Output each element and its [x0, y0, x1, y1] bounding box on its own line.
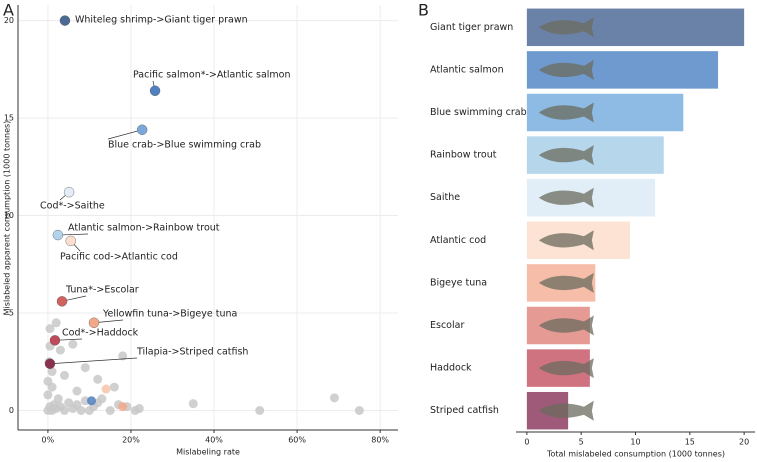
x-tick-label: 10	[630, 438, 640, 447]
point	[97, 394, 107, 404]
y-axis-label: Mislabeled apparent consumption (1000 to…	[3, 121, 12, 316]
annotation: Blue crab->Blue swimming crab	[108, 140, 261, 151]
x-tick-label: 20%	[122, 436, 140, 445]
point	[188, 399, 198, 409]
point	[47, 367, 57, 377]
x-tick-label: 0	[524, 438, 529, 447]
annotation: Pacific salmon*->Atlantic salmon	[133, 70, 291, 81]
category-label: Haddock	[430, 363, 472, 374]
point	[255, 406, 265, 416]
point	[149, 85, 161, 96]
fish-icon	[538, 102, 594, 123]
point	[80, 363, 90, 373]
point	[354, 406, 364, 416]
point	[60, 406, 70, 416]
category-label: Giant tiger prawn	[430, 22, 513, 33]
fish-icon	[538, 187, 594, 208]
annotation: Whiteleg shrimp->Giant tiger prawn	[75, 15, 248, 26]
point	[80, 396, 90, 406]
point	[60, 370, 70, 380]
point	[44, 358, 56, 369]
annotation: Yellowfin tuna->Bigeye tuna	[102, 309, 237, 320]
category-label: Saithe	[430, 192, 460, 203]
point	[47, 382, 57, 392]
point	[51, 318, 61, 328]
y-tick-label: 0	[9, 406, 14, 415]
fish-icon	[538, 315, 594, 336]
x-tick-label: 5	[579, 438, 584, 447]
point	[45, 324, 55, 334]
fish-icon	[538, 400, 594, 421]
fish-icon	[538, 145, 594, 166]
annotation: Tilapia->Striped catfish	[136, 347, 248, 358]
annotation: Tuna*->Escolar	[65, 285, 139, 296]
annotation: Pacific cod->Atlantic cod	[60, 252, 178, 263]
category-label: Atlantic cod	[430, 235, 486, 246]
x-axis-label: Total mislabeled consumption (1000 tonne…	[546, 450, 725, 459]
x-tick-label: 80%	[371, 436, 389, 445]
point	[88, 317, 100, 328]
x-tick-label: 0%	[42, 436, 55, 445]
y-tick-label: 20	[4, 16, 14, 25]
point	[118, 402, 128, 412]
point	[56, 296, 68, 307]
point	[76, 406, 86, 416]
point	[65, 235, 76, 247]
point	[134, 404, 144, 414]
annotation: Cod*->Haddock	[62, 328, 139, 339]
y-tick-label: 15	[4, 114, 14, 123]
point	[68, 339, 78, 349]
category-label: Atlantic salmon	[430, 64, 504, 75]
point	[43, 390, 53, 400]
category-label: Striped catfish	[430, 405, 499, 416]
panel-label: A	[3, 1, 14, 20]
y-tick-label: 5	[9, 309, 14, 318]
fish-icon	[538, 272, 594, 293]
leader-line	[107, 129, 143, 140]
category-label: Rainbow trout	[430, 150, 497, 161]
y-tick-label: 10	[4, 211, 14, 220]
fish-icon	[538, 17, 594, 38]
point	[109, 382, 119, 392]
point	[118, 351, 128, 361]
fish-icon	[538, 230, 594, 251]
panel-label: B	[418, 1, 429, 20]
point	[329, 393, 339, 403]
x-tick-label: 60%	[288, 436, 306, 445]
point	[55, 345, 65, 355]
point	[101, 384, 111, 394]
annotation: Atlantic salmon->Rainbow trout	[68, 223, 220, 234]
category-label: Blue swimming crab	[430, 107, 527, 118]
point	[87, 396, 97, 406]
point	[63, 186, 75, 198]
x-tick-label: 15	[685, 438, 695, 447]
point	[93, 374, 103, 384]
point	[52, 229, 64, 241]
point	[136, 124, 148, 135]
fish-icon	[538, 59, 594, 80]
category-label: Bigeye tuna	[430, 277, 487, 288]
point	[72, 386, 82, 396]
x-tick-label: 40%	[205, 436, 223, 445]
point	[105, 406, 115, 416]
fish-icon	[538, 358, 594, 379]
point	[53, 394, 63, 404]
point	[59, 15, 71, 26]
category-label: Escolar	[430, 320, 464, 331]
point	[49, 335, 61, 346]
annotation: Cod*->Saithe	[40, 201, 105, 212]
x-axis-label: Mislabeling rate	[176, 448, 240, 457]
leader-line	[49, 357, 138, 365]
x-tick-label: 20	[739, 438, 749, 447]
